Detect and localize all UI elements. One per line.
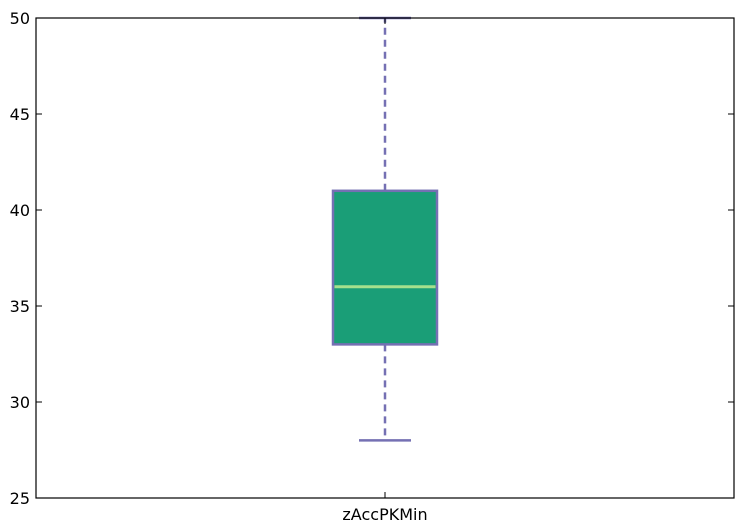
y-tick-label: 40 [10,201,30,220]
boxes-layer [331,16,439,442]
x-axis: zAccPKMin [342,18,428,524]
y-axis: 25 30 35 40 45 50 [10,9,734,508]
box-group [331,16,439,442]
iqr-box [331,189,439,346]
y-tick-label: 50 [10,9,30,28]
y-tick-label: 45 [10,105,30,124]
x-tick-label: zAccPKMin [342,505,427,524]
y-tick-label: 25 [10,489,30,508]
y-tick-label: 30 [10,393,30,412]
y-tick-label: 35 [10,297,30,316]
